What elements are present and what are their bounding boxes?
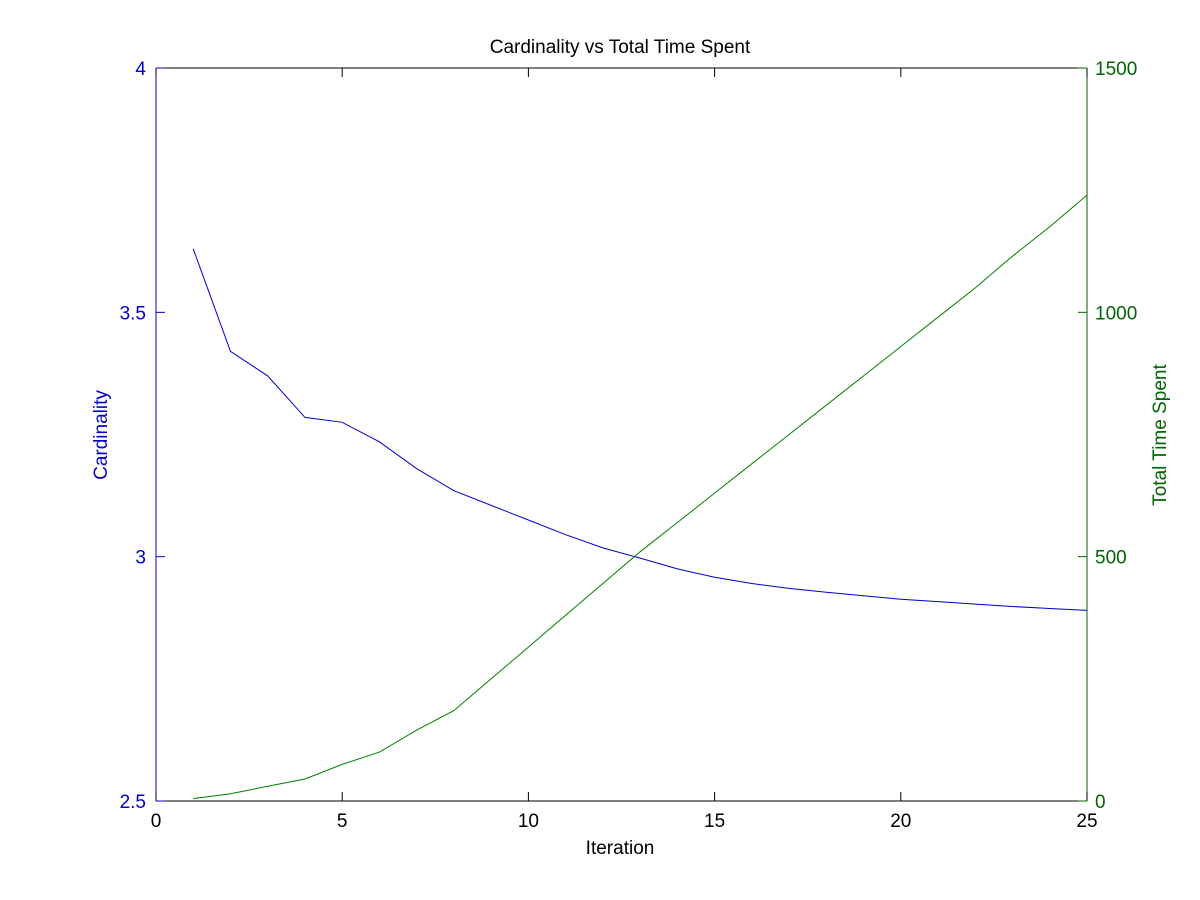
- series-line-cardinality: [192, 248, 1088, 611]
- x-tick-label: 15: [704, 811, 725, 832]
- y-tick-label: 2.5: [120, 792, 146, 813]
- x-tick-label: 20: [890, 811, 911, 832]
- y2-tick-label: 1000: [1095, 303, 1137, 324]
- y-tick-label: 3: [135, 548, 146, 569]
- x-tick-label: 25: [1076, 811, 1097, 832]
- y2-tick-label: 0: [1095, 792, 1106, 813]
- x-tick-label: 0: [151, 811, 162, 832]
- x-tick-label: 10: [518, 811, 539, 832]
- y2-tick-label: 1500: [1095, 59, 1137, 80]
- y2-tick-label: 500: [1095, 548, 1127, 569]
- y-tick-label: 3.5: [120, 303, 146, 324]
- plot-area: 0 5 10 15 20 25 2.5 3 3.5 4 0 500 1000 1500: [120, 59, 1138, 832]
- y-axis-title: Cardinality: [91, 390, 112, 480]
- x-tick-label: 5: [337, 811, 348, 832]
- series-line-total-time: [193, 194, 1088, 800]
- y2-axis-title: Total Time Spent: [1150, 364, 1171, 506]
- y-tick-label: 4: [135, 59, 146, 80]
- chart-title: Cardinality vs Total Time Spent: [490, 37, 751, 58]
- x-axis-title: Iteration: [586, 838, 655, 859]
